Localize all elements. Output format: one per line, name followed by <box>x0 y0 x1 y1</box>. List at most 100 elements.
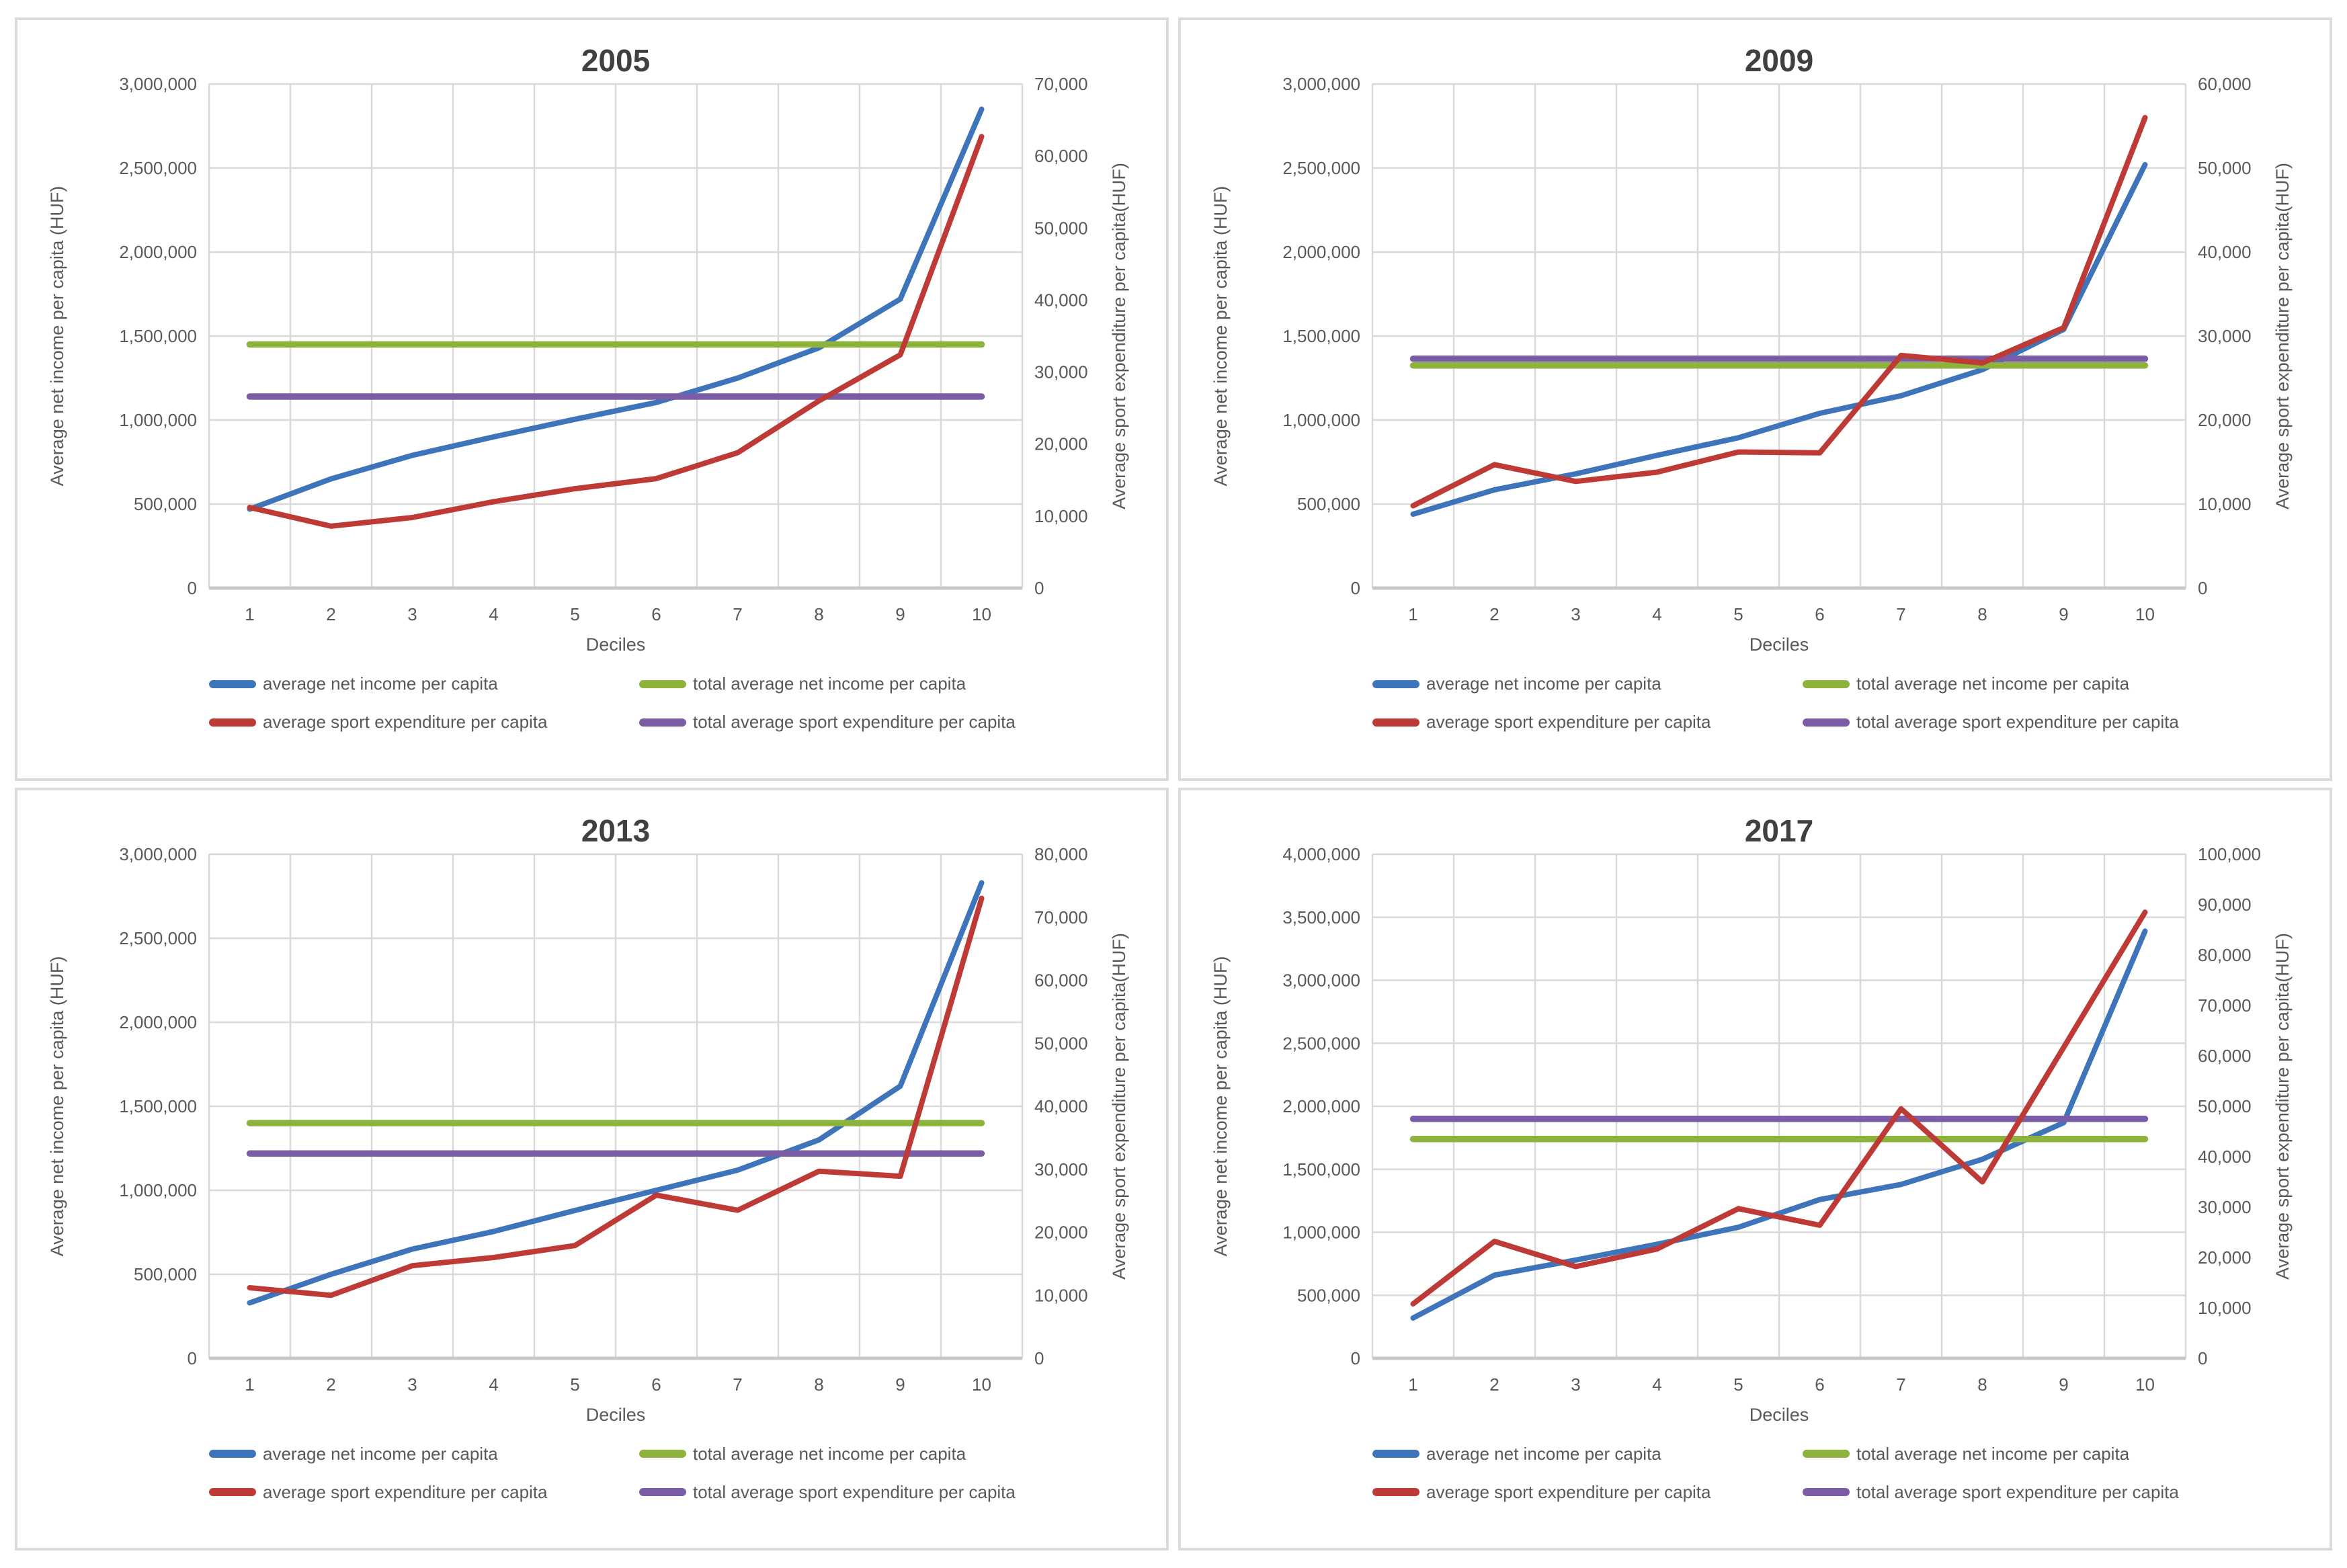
x-axis-tick: 6 <box>651 1374 661 1395</box>
x-axis-title: Deciles <box>586 1405 646 1425</box>
chart-title: 2013 <box>581 813 650 848</box>
legend-label: total average sport expenditure per capi… <box>693 712 1016 732</box>
right-axis-tick: 0 <box>1034 578 1044 598</box>
legend-item-total-sport-expenditure: total average sport expenditure per capi… <box>1803 1482 2330 1503</box>
legend-item-sport-expenditure: average sport expenditure per capita <box>209 1482 639 1503</box>
x-axis-tick: 5 <box>1733 1374 1743 1395</box>
left-axis-tick: 1,000,000 <box>1282 1222 1360 1242</box>
charts-grid: 0 500,000 1,000,000 1,500,000 2,000,000 2,500… <box>15 17 2332 1551</box>
left-axis-tick: 2,000,000 <box>119 242 197 262</box>
x-axis-tick: 3 <box>1571 1374 1580 1395</box>
series-lines <box>246 880 985 1305</box>
x-axis-tick: 5 <box>1733 604 1743 624</box>
right-axis-title: Average sport expenditure per capita(HUF… <box>1109 163 1129 509</box>
legend-item-net-income: average net income per capita <box>209 1444 639 1464</box>
right-axis-tick: 80,000 <box>2198 945 2252 965</box>
left-axis-tick: 1,500,000 <box>1282 326 1360 346</box>
x-axis-tick: 5 <box>570 604 579 624</box>
right-axis-tick: 40,000 <box>2198 242 2252 262</box>
left-axis-tick: 3,000,000 <box>119 74 197 94</box>
right-axis-tick: 40,000 <box>1034 290 1088 310</box>
right-axis-tick: 50,000 <box>2198 1096 2252 1116</box>
legend-item-sport-expenditure: average sport expenditure per capita <box>1372 712 1803 733</box>
x-axis-tick: 4 <box>1652 1374 1661 1395</box>
series-line-average-sport-expenditure-per-capita <box>247 895 985 1298</box>
right-axis-tick: 30,000 <box>2198 1197 2252 1217</box>
sport-expenditure-line-swatch-icon <box>209 1488 256 1496</box>
legend-item-total-net-income: total average net income per capita <box>639 673 1166 694</box>
total-net-income-line-swatch-icon <box>639 1450 686 1458</box>
x-axis-tick: 3 <box>407 604 417 624</box>
x-axis-tick: 4 <box>489 1374 498 1395</box>
legend: average net income per capita total aver… <box>1372 673 2330 733</box>
left-axis-tick: 0 <box>1351 1348 1360 1368</box>
right-axis-tick: 10,000 <box>1034 506 1088 526</box>
left-axis-tick: 0 <box>188 578 197 598</box>
legend-label: average net income per capita <box>1426 673 1661 694</box>
right-axis-tick: 20,000 <box>1034 1222 1088 1242</box>
left-axis-title: Average net income per capita (HUF) <box>1210 956 1231 1256</box>
right-axis-tick: 0 <box>2198 1348 2207 1368</box>
x-axis-tick: 7 <box>733 604 742 624</box>
legend-item-sport-expenditure: average sport expenditure per capita <box>209 712 639 733</box>
legend-item-net-income: average net income per capita <box>209 673 639 694</box>
series-line-average-net-income-per-capita <box>1410 162 2148 517</box>
right-axis-tick: 0 <box>1034 1348 1044 1368</box>
left-axis-tick: 1,500,000 <box>119 1096 197 1116</box>
net-income-line-swatch-icon <box>1372 679 1419 688</box>
x-axis-tick: 8 <box>1977 604 1987 624</box>
left-axis-tick: 1,000,000 <box>119 410 197 430</box>
chart-panel-2005: 0 500,000 1,000,000 1,500,000 2,000,000 2,500… <box>15 17 1169 781</box>
legend-item-total-sport-expenditure: total average sport expenditure per capi… <box>1803 712 2330 733</box>
left-axis-tick: 2,000,000 <box>119 1012 197 1032</box>
x-axis-tick: 1 <box>245 1374 254 1395</box>
legend-label: total average sport expenditure per capi… <box>1856 1481 2179 1502</box>
right-axis-tick: 10,000 <box>2198 494 2252 514</box>
legend-label: total average net income per capita <box>693 673 966 694</box>
series-line-average-sport-expenditure-per-capita <box>1410 115 2148 509</box>
x-axis-tick: 9 <box>895 604 905 624</box>
series-lines <box>246 106 985 529</box>
right-axis-tick: 0 <box>2198 578 2207 598</box>
left-axis-tick: 500,000 <box>1297 494 1360 514</box>
legend-label: average sport expenditure per capita <box>263 1481 548 1502</box>
sport-expenditure-line-swatch-icon <box>1372 1488 1419 1496</box>
x-axis-tick: 6 <box>651 604 661 624</box>
right-axis-title: Average sport expenditure per capita(HUF… <box>1109 933 1129 1280</box>
left-axis-tick: 1,500,000 <box>119 326 197 346</box>
legend-label: total average net income per capita <box>693 1443 966 1464</box>
chart-plot: 0 500,000 1,000,000 1,500,000 2,000,000 2,500… <box>47 43 1129 655</box>
x-axis-tick: 10 <box>972 1374 991 1395</box>
right-axis-title: Average sport expenditure per capita(HUF… <box>2272 933 2293 1280</box>
legend-item-total-net-income: total average net income per capita <box>1803 673 2330 694</box>
right-axis-tick: 50,000 <box>1034 1033 1088 1053</box>
x-axis-tick: 10 <box>2135 604 2155 624</box>
legend-label: total average net income per capita <box>1856 673 2130 694</box>
legend-label: total average sport expenditure per capi… <box>1856 712 2179 732</box>
legend-label: average net income per capita <box>263 673 498 694</box>
axis-ticks: 0 500,000 1,000,000 1,500,000 2,000,000 2,500… <box>119 74 1087 624</box>
x-axis-tick: 10 <box>972 604 991 624</box>
left-axis-tick: 3,500,000 <box>1282 907 1360 927</box>
right-axis-tick: 100,000 <box>2198 844 2261 864</box>
legend: average net income per capita total aver… <box>209 673 1166 733</box>
total-net-income-line-swatch-icon <box>639 679 686 688</box>
x-axis-tick: 1 <box>245 604 254 624</box>
left-axis-tick: 0 <box>188 1348 197 1368</box>
x-axis-tick: 6 <box>1815 604 1824 624</box>
left-axis-tick: 1,000,000 <box>1282 410 1360 430</box>
chart-plot: 0 500,000 1,000,000 1,500,000 2,000,000 2,500… <box>1210 43 2293 655</box>
chart-title: 2009 <box>1745 43 1813 78</box>
left-axis-title: Average net income per capita (HUF) <box>47 186 67 487</box>
right-axis-tick: 60,000 <box>2198 74 2252 94</box>
gridlines <box>208 83 1024 590</box>
right-axis-tick: 50,000 <box>2198 158 2252 178</box>
x-axis-tick: 6 <box>1815 1374 1824 1395</box>
left-axis-title: Average net income per capita (HUF) <box>47 956 67 1256</box>
left-axis-tick: 3,000,000 <box>119 844 197 864</box>
x-axis-tick: 9 <box>2059 1374 2068 1395</box>
sport-expenditure-line-swatch-icon <box>1372 718 1419 727</box>
net-income-line-swatch-icon <box>209 1450 256 1458</box>
chart-panel-2017: 0 500,000 1,000,000 1,500,000 2,000,000 2,500… <box>1178 787 2332 1551</box>
right-axis-tick: 70,000 <box>1034 907 1088 927</box>
